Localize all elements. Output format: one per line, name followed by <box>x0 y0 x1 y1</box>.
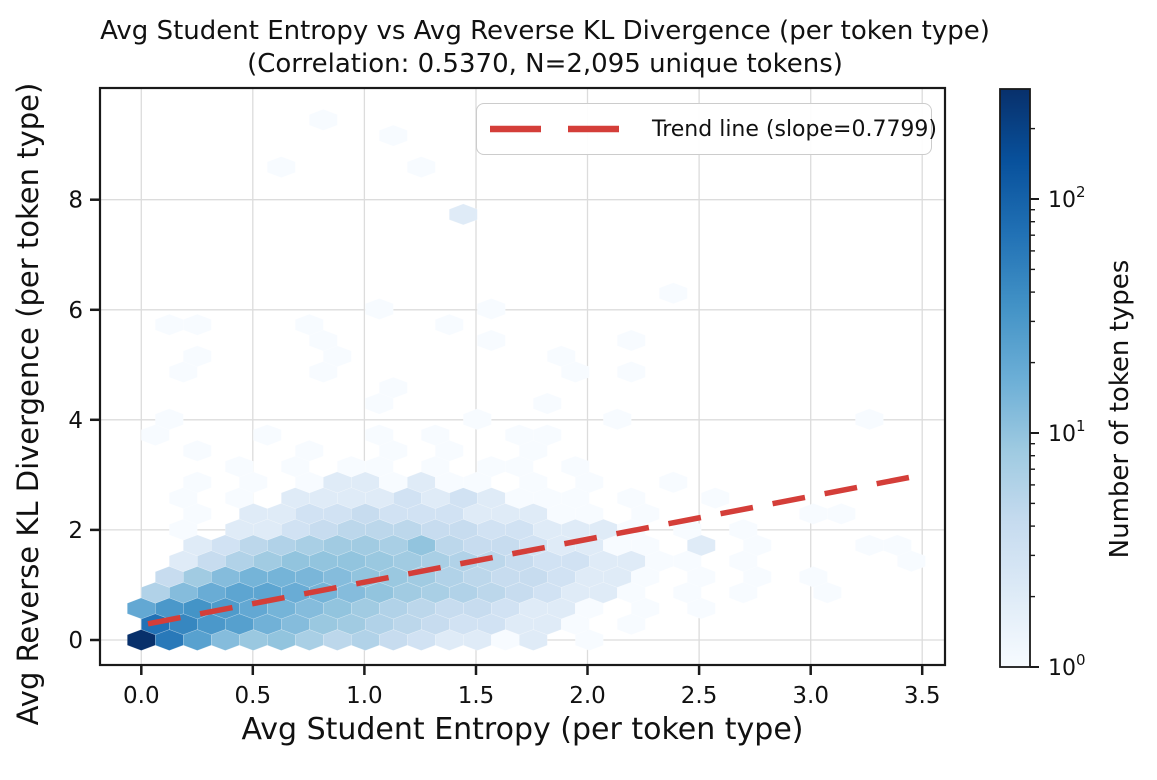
hexbin-cell <box>616 361 646 383</box>
hexbin-cell <box>855 534 884 557</box>
hexbin-cell <box>616 329 646 352</box>
colorbar: 100 101 102 <box>999 88 1086 681</box>
y-axis: 0 2 4 6 8 <box>68 188 100 654</box>
y-tick-label: 2 <box>68 518 83 544</box>
colorbar-gradient <box>1000 89 1030 667</box>
hexbin-cell <box>183 439 212 462</box>
colorbar-tick-label: 101 <box>1048 417 1086 447</box>
colorbar-frame <box>999 88 1031 668</box>
y-tick-label: 0 <box>68 628 83 654</box>
legend: Trend line (slope=0.7799) <box>476 103 937 155</box>
hexbin-cell <box>183 471 212 494</box>
chart-title: Avg Student Entropy vs Avg Reverse KL Di… <box>100 16 990 46</box>
colorbar-tick-label: 100 <box>1048 651 1086 681</box>
hexbin-cell <box>855 408 884 431</box>
hexbin-cell <box>532 424 562 446</box>
hexbin-cell <box>266 156 296 178</box>
x-axis: 0.0 0.5 1.0 1.5 2.0 2.5 3.0 3.5 <box>123 665 940 709</box>
x-axis-label: Avg Student Entropy (per token type) <box>241 712 804 747</box>
hexbin-cell <box>378 376 408 399</box>
hexbin-cell <box>364 424 394 446</box>
trend-line <box>147 474 910 627</box>
hexbin-cell <box>546 345 576 368</box>
hexbin-cell <box>420 424 450 446</box>
colorbar-label: Number of token types <box>1105 259 1135 559</box>
x-tick-label: 2.5 <box>681 683 718 709</box>
hexbin-cell <box>658 471 688 494</box>
hexbin-cell <box>155 313 184 336</box>
hexbin-cell <box>364 298 394 320</box>
hexbin-cell <box>532 392 562 415</box>
hexbin-cell <box>616 487 646 509</box>
hexbin-cell <box>728 518 758 541</box>
hexbin-cell <box>378 124 408 147</box>
hexbin-cell <box>658 282 688 305</box>
x-tick-label: 3.5 <box>904 683 941 709</box>
y-tick-label: 4 <box>68 408 83 434</box>
hexbin-cell <box>183 345 212 368</box>
plot-frame <box>98 86 947 667</box>
y-tick-label: 8 <box>68 188 83 214</box>
x-tick-label: 2.0 <box>569 683 606 709</box>
x-tick-label: 1.5 <box>458 683 495 709</box>
hexbin-cell <box>476 298 506 320</box>
hexbin-cell <box>155 408 184 431</box>
hexbin-layer <box>127 108 926 651</box>
x-tick-label: 0.5 <box>235 683 272 709</box>
x-tick-label: 0.0 <box>123 683 160 709</box>
hexbin-cell <box>294 439 324 462</box>
hexbin-cell <box>294 313 324 336</box>
y-axis-label: Avg Reverse KL Divergence (per token typ… <box>11 82 45 726</box>
hexbin-cell <box>308 108 338 131</box>
hexbin-cell <box>560 455 590 478</box>
y-tick-label: 6 <box>68 298 83 324</box>
x-tick-label: 3.0 <box>792 683 829 709</box>
hexbin-cell <box>253 424 282 446</box>
colorbar-tick-label: 102 <box>1048 183 1086 213</box>
hexbin-cell <box>700 487 730 509</box>
hexbin-cell <box>183 313 212 336</box>
hexbin-cell <box>883 534 912 557</box>
x-tick-label: 1.0 <box>346 683 383 709</box>
hexbin-cell <box>434 313 464 336</box>
hexbin-cell <box>602 408 632 431</box>
hexbin-cell <box>827 503 856 525</box>
hexbin-cell <box>225 455 254 478</box>
hexbin-cell <box>462 408 492 431</box>
hexbin-cell <box>799 503 828 525</box>
trend-line-legend-sample <box>490 125 622 133</box>
hexbin-cell <box>448 203 478 226</box>
chart-subtitle: (Correlation: 0.5370, N=2,095 unique tok… <box>247 49 843 79</box>
hexbin-cell <box>406 156 436 178</box>
hexbin-cell <box>799 566 828 588</box>
hexbin-cell <box>476 329 506 352</box>
legend-label: Trend line (slope=0.7799) <box>652 116 938 142</box>
